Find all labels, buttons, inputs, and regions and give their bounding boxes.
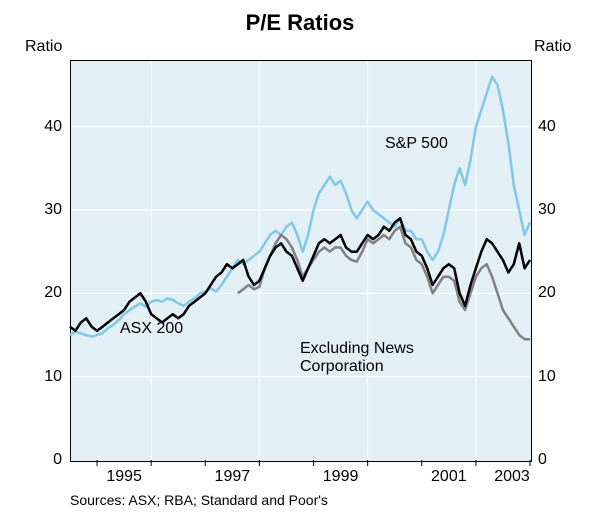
y-tick-right-40: 40 [538,118,578,136]
y-axis-label-right: Ratio [534,38,571,56]
chart-container: P/E Ratios Ratio Ratio 00101020203030404… [0,0,600,522]
y-tick-right-10: 10 [538,368,578,386]
series-label-excluding-news-corporation: Excluding News Corporation [300,340,414,376]
y-tick-left-0: 0 [22,451,62,469]
y-tick-left-10: 10 [22,368,62,386]
x-tick-1999: 1999 [323,468,359,486]
y-tick-right-0: 0 [538,451,578,469]
series-asx-200 [70,218,530,330]
x-tick-2003: 2003 [494,468,530,486]
series-label-asx-200: ASX 200 [120,320,183,338]
y-axis-label-left: Ratio [25,38,62,56]
x-tick-1997: 1997 [215,468,251,486]
sources-text: Sources: ASX; RBA; Standard and Poor's [70,492,328,508]
y-tick-left-40: 40 [22,118,62,136]
y-tick-right-30: 30 [538,201,578,219]
x-tick-1995: 1995 [106,468,142,486]
y-tick-left-20: 20 [22,284,62,302]
series-label-s-p-500: S&P 500 [385,135,448,153]
y-tick-left-30: 30 [22,201,62,219]
y-tick-right-20: 20 [538,284,578,302]
chart-svg [0,0,600,522]
x-tick-2001: 2001 [431,468,467,486]
